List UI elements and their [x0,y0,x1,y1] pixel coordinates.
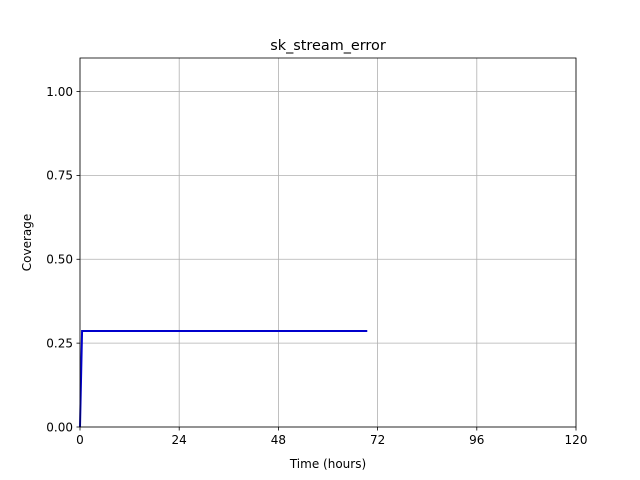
series-layer [79,330,368,428]
x-tick-label: 120 [565,433,588,447]
y-axis-label: Coverage [20,214,34,272]
plot-frame [79,57,577,428]
x-tick-label: 96 [469,433,484,447]
y-tick-label: 0.75 [46,169,73,183]
y-tick-label: 0.50 [46,253,73,267]
x-tick-label: 48 [271,433,286,447]
x-tick-label: 24 [172,433,187,447]
coverage-line [79,330,368,428]
chart-title: sk_stream_error [270,38,386,54]
x-tick-label: 0 [76,433,84,447]
x-tick-label: 72 [370,433,385,447]
y-tick-label: 0.00 [46,420,73,434]
axis-ticks: 0 24 48 72 96 120 0.00 0.25 0.50 0.75 1.00 [46,85,587,447]
y-tick-label: 1.00 [46,85,73,99]
x-axis-label: Time (hours) [289,457,366,471]
y-tick-label: 0.25 [46,336,73,350]
